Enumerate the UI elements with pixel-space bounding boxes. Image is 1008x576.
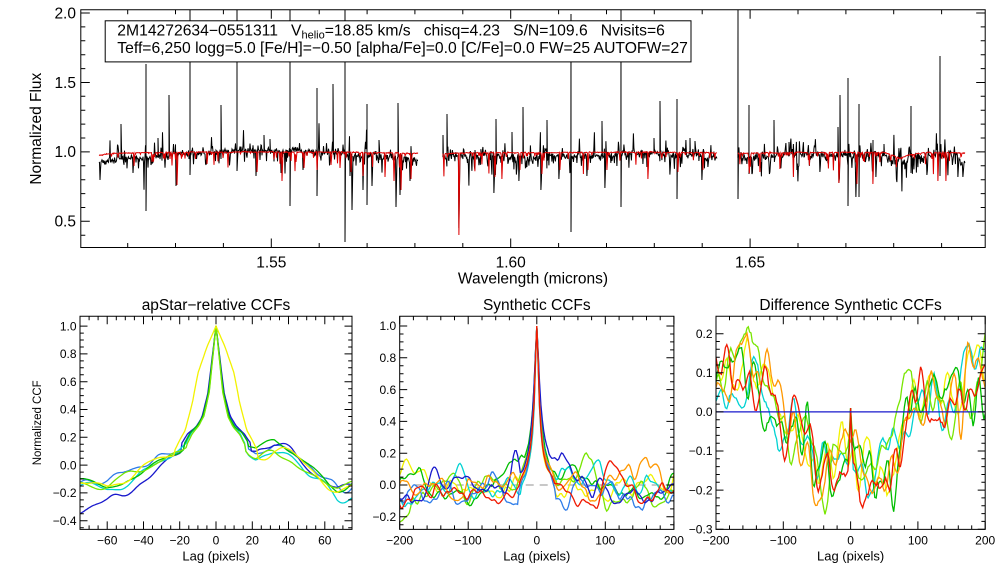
- svg-text:Lag (pixels): Lag (pixels): [817, 549, 884, 564]
- svg-text:0.4: 0.4: [60, 403, 77, 417]
- svg-text:0.2: 0.2: [60, 431, 77, 445]
- svg-text:−100: −100: [770, 534, 797, 548]
- svg-text:Lag (pixels): Lag (pixels): [503, 549, 570, 564]
- svg-text:0.4: 0.4: [380, 415, 397, 429]
- svg-text:−0.1: −0.1: [689, 444, 713, 458]
- svg-text:0.0: 0.0: [380, 478, 397, 492]
- svg-text:0.6: 0.6: [60, 375, 77, 389]
- svg-text:0.1: 0.1: [696, 366, 713, 380]
- svg-text:200: 200: [664, 534, 684, 548]
- svg-text:100: 100: [595, 534, 615, 548]
- svg-text:1.55: 1.55: [256, 255, 286, 272]
- svg-text:1.5: 1.5: [54, 75, 76, 92]
- svg-text:40: 40: [282, 534, 296, 548]
- svg-text:−0.4: −0.4: [53, 514, 77, 528]
- svg-text:0.0: 0.0: [696, 405, 713, 419]
- svg-text:2M14272634−0551311 Vhelio=18: 2M14272634−0551311 Vhelio=18.85 km/s chi…: [117, 22, 665, 41]
- svg-text:−200: −200: [386, 534, 413, 548]
- svg-text:0.2: 0.2: [696, 327, 713, 341]
- svg-text:Normalized CCF: Normalized CCF: [32, 380, 44, 465]
- svg-text:1.65: 1.65: [735, 255, 765, 272]
- svg-text:Difference Synthetic CCFs: Difference Synthetic CCFs: [759, 297, 942, 314]
- svg-text:1.60: 1.60: [496, 255, 527, 272]
- svg-text:0: 0: [533, 534, 540, 548]
- svg-text:−100: −100: [455, 534, 482, 548]
- svg-text:0: 0: [847, 534, 854, 548]
- svg-text:0.2: 0.2: [380, 446, 397, 460]
- svg-text:−40: −40: [133, 534, 154, 548]
- svg-text:0.8: 0.8: [380, 351, 397, 365]
- svg-text:Normalized Flux: Normalized Flux: [28, 72, 45, 184]
- svg-text:−0.3: −0.3: [689, 522, 713, 536]
- svg-text:0: 0: [213, 534, 220, 548]
- svg-text:1.0: 1.0: [60, 319, 77, 333]
- svg-text:Wavelength (microns): Wavelength (microns): [458, 271, 608, 288]
- svg-text:−0.2: −0.2: [372, 510, 396, 524]
- svg-text:0.6: 0.6: [380, 383, 397, 397]
- svg-text:Synthetic CCFs: Synthetic CCFs: [483, 297, 591, 314]
- svg-text:−200: −200: [702, 534, 729, 548]
- svg-text:100: 100: [908, 534, 928, 548]
- svg-text:Lag (pixels): Lag (pixels): [182, 549, 249, 564]
- svg-text:0.8: 0.8: [60, 347, 77, 361]
- svg-text:1.0: 1.0: [380, 319, 397, 333]
- svg-text:−0.2: −0.2: [53, 486, 77, 500]
- svg-text:1.0: 1.0: [54, 144, 76, 161]
- svg-text:−60: −60: [97, 534, 118, 548]
- svg-text:−20: −20: [170, 534, 191, 548]
- svg-text:−0.2: −0.2: [689, 483, 713, 497]
- svg-text:2.0: 2.0: [54, 5, 76, 22]
- svg-text:200: 200: [975, 534, 995, 548]
- svg-text:0.0: 0.0: [60, 458, 77, 472]
- svg-text:60: 60: [318, 534, 332, 548]
- svg-text:apStar−relative CCFs: apStar−relative CCFs: [142, 297, 291, 314]
- svg-text:20: 20: [246, 534, 260, 548]
- svg-text:Teff=6,250 logg=5.0 [Fe/H]=−0.: Teff=6,250 logg=5.0 [Fe/H]=−0.50 [alpha/…: [117, 40, 688, 57]
- svg-text:0.5: 0.5: [54, 214, 76, 231]
